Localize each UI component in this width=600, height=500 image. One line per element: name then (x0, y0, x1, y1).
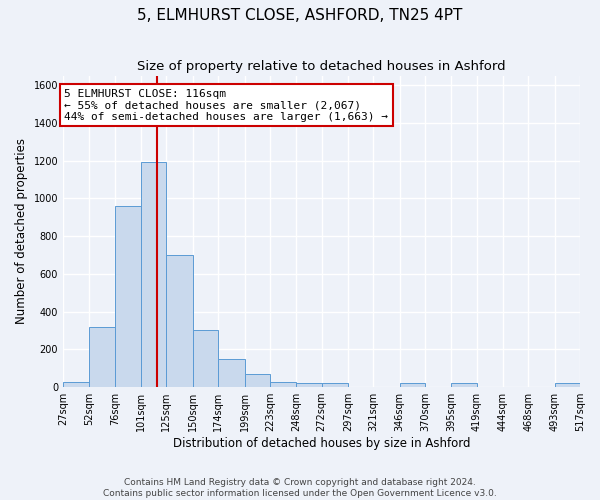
Text: Contains HM Land Registry data © Crown copyright and database right 2024.
Contai: Contains HM Land Registry data © Crown c… (103, 478, 497, 498)
Bar (63, 382, 89, 387)
Bar (115, 206, 141, 387)
Title: Size of property relative to detached houses in Ashford: Size of property relative to detached ho… (137, 60, 506, 73)
Bar (296, 384, 322, 387)
X-axis label: Distribution of detached houses by size in Ashford: Distribution of detached houses by size … (173, 437, 470, 450)
Bar (166, 255, 193, 387)
Text: 5, ELMHURST CLOSE, ASHFORD, TN25 4PT: 5, ELMHURST CLOSE, ASHFORD, TN25 4PT (137, 8, 463, 22)
Bar (141, 162, 166, 387)
Bar (270, 382, 296, 387)
Bar (89, 326, 115, 387)
Bar (218, 359, 245, 387)
Bar (451, 384, 476, 387)
Bar (554, 384, 580, 387)
Y-axis label: Number of detached properties: Number of detached properties (15, 138, 28, 324)
Bar (245, 374, 270, 387)
Text: 5 ELMHURST CLOSE: 116sqm
← 55% of detached houses are smaller (2,067)
44% of sem: 5 ELMHURST CLOSE: 116sqm ← 55% of detach… (64, 89, 388, 122)
Bar (322, 384, 348, 387)
Bar (193, 330, 218, 387)
Bar (400, 384, 425, 387)
